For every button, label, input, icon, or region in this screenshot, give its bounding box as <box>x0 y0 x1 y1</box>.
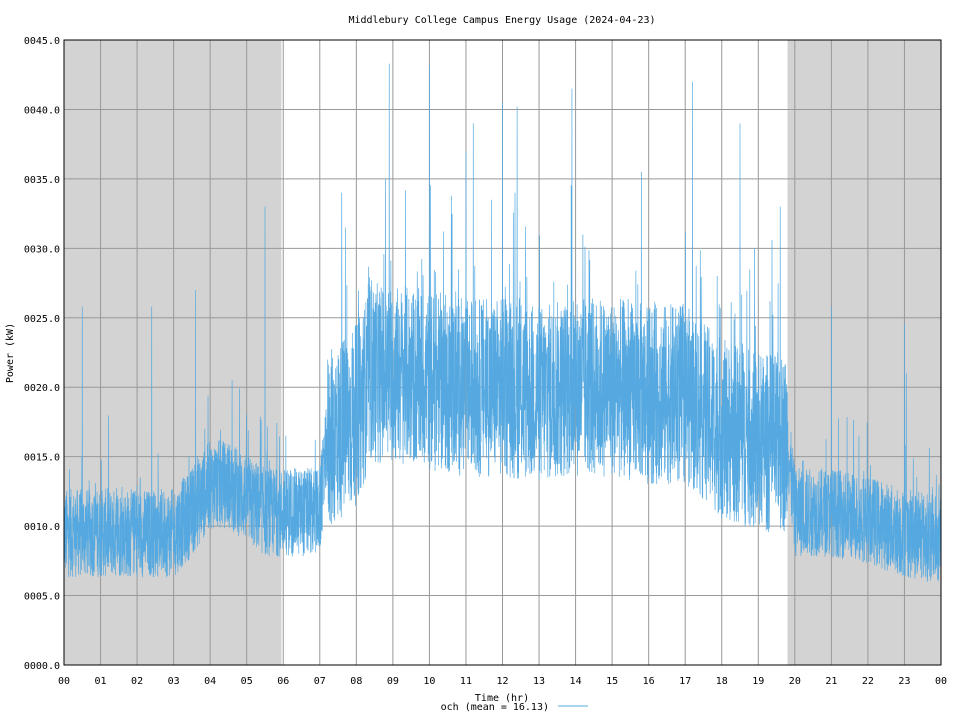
y-axis-label: Power (kW) <box>5 323 16 383</box>
series-och <box>63 63 942 582</box>
x-tick-label: 20 <box>789 676 801 687</box>
x-tick-label: 05 <box>241 676 253 687</box>
x-tick-label: 07 <box>314 676 326 687</box>
x-tick-label: 11 <box>460 676 472 687</box>
y-tick-label: 0000.0 <box>24 661 60 672</box>
x-axis-label: Time (hr) <box>475 693 529 704</box>
x-tick-label: 02 <box>131 676 143 687</box>
y-tick-label: 0010.0 <box>24 522 60 533</box>
x-tick-label: 01 <box>95 676 107 687</box>
x-tick-label: 08 <box>350 676 362 687</box>
x-tick-label: 14 <box>570 676 582 687</box>
x-tick-label: 16 <box>643 676 655 687</box>
night-shade-0 <box>64 40 282 665</box>
x-tick-labels: 00 01 02 03 04 05 06 07 08 09 10 11 12 13 14 15 16 17 18 19… <box>58 676 947 687</box>
y-tick-label: 0015.0 <box>24 453 60 464</box>
x-tick-label: 00 <box>935 676 947 687</box>
x-tick-label: 10 <box>423 676 435 687</box>
x-tick-label: 04 <box>204 676 216 687</box>
x-tick-label: 09 <box>387 676 399 687</box>
y-tick-labels: 0000.0 0005.0 0010.0 0015.0 0020.0 0025.0 0030… <box>24 36 60 672</box>
plot-frame <box>63 39 942 666</box>
legend-label: och (mean = 16.13) <box>441 702 549 713</box>
x-tick-label: 00 <box>58 676 70 687</box>
y-tick-label: 0005.0 <box>24 592 60 603</box>
legend: och (mean = 16.13) <box>441 702 588 713</box>
x-tick-label: 18 <box>716 676 728 687</box>
series-line-och <box>63 63 942 582</box>
x-tick-label: 17 <box>679 676 691 687</box>
x-tick-label: 15 <box>606 676 618 687</box>
x-tick-label: 03 <box>168 676 180 687</box>
y-tick-label: 0020.0 <box>24 383 60 394</box>
x-tick-label: 19 <box>752 676 764 687</box>
y-tick-label: 0025.0 <box>24 314 60 325</box>
x-tick-label: 22 <box>862 676 874 687</box>
x-tick-label: 06 <box>277 676 289 687</box>
night-shade-1 <box>787 40 941 665</box>
y-tick-label: 0030.0 <box>24 244 60 255</box>
x-tick-label: 13 <box>533 676 545 687</box>
x-tick-label: 23 <box>898 676 910 687</box>
y-tick-label: 0040.0 <box>24 105 60 116</box>
y-tick-label: 0045.0 <box>24 36 60 47</box>
x-tick-label: 12 <box>496 676 508 687</box>
y-tick-label: 0035.0 <box>24 175 60 186</box>
x-tick-label: 21 <box>825 676 837 687</box>
chart-title: Middlebury College Campus Energy Usage (… <box>348 15 655 26</box>
